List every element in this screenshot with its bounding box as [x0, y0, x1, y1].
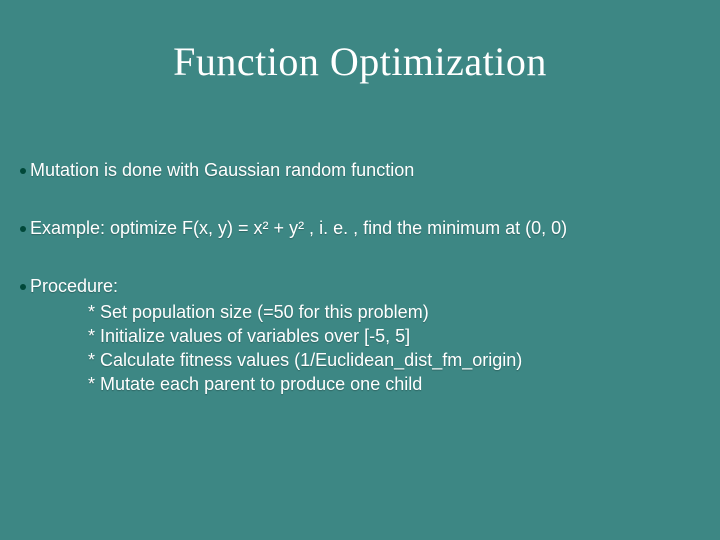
list-item: * Calculate fitness values (1/Euclidean_…	[88, 348, 522, 372]
bullet-text: Mutation is done with Gaussian random fu…	[30, 160, 414, 181]
sublist: * Set population size (=50 for this prob…	[20, 300, 522, 396]
slide-body: Mutation is done with Gaussian random fu…	[20, 0, 700, 540]
list-item: * Initialize values of variables over [-…	[88, 324, 522, 348]
bullet-icon	[20, 226, 26, 232]
slide: Function Optimization Mutation is done w…	[0, 0, 720, 540]
list-item: * Mutate each parent to produce one chil…	[88, 372, 522, 396]
list-item: * Set population size (=50 for this prob…	[88, 300, 522, 324]
bullet-item: Procedure:	[20, 276, 118, 297]
bullet-text: Procedure:	[30, 276, 118, 297]
bullet-text: Example: optimize F(x, y) = x² + y² , i.…	[30, 218, 567, 239]
bullet-icon	[20, 284, 26, 290]
bullet-item: Mutation is done with Gaussian random fu…	[20, 160, 414, 181]
bullet-icon	[20, 168, 26, 174]
bullet-item: Example: optimize F(x, y) = x² + y² , i.…	[20, 218, 567, 239]
